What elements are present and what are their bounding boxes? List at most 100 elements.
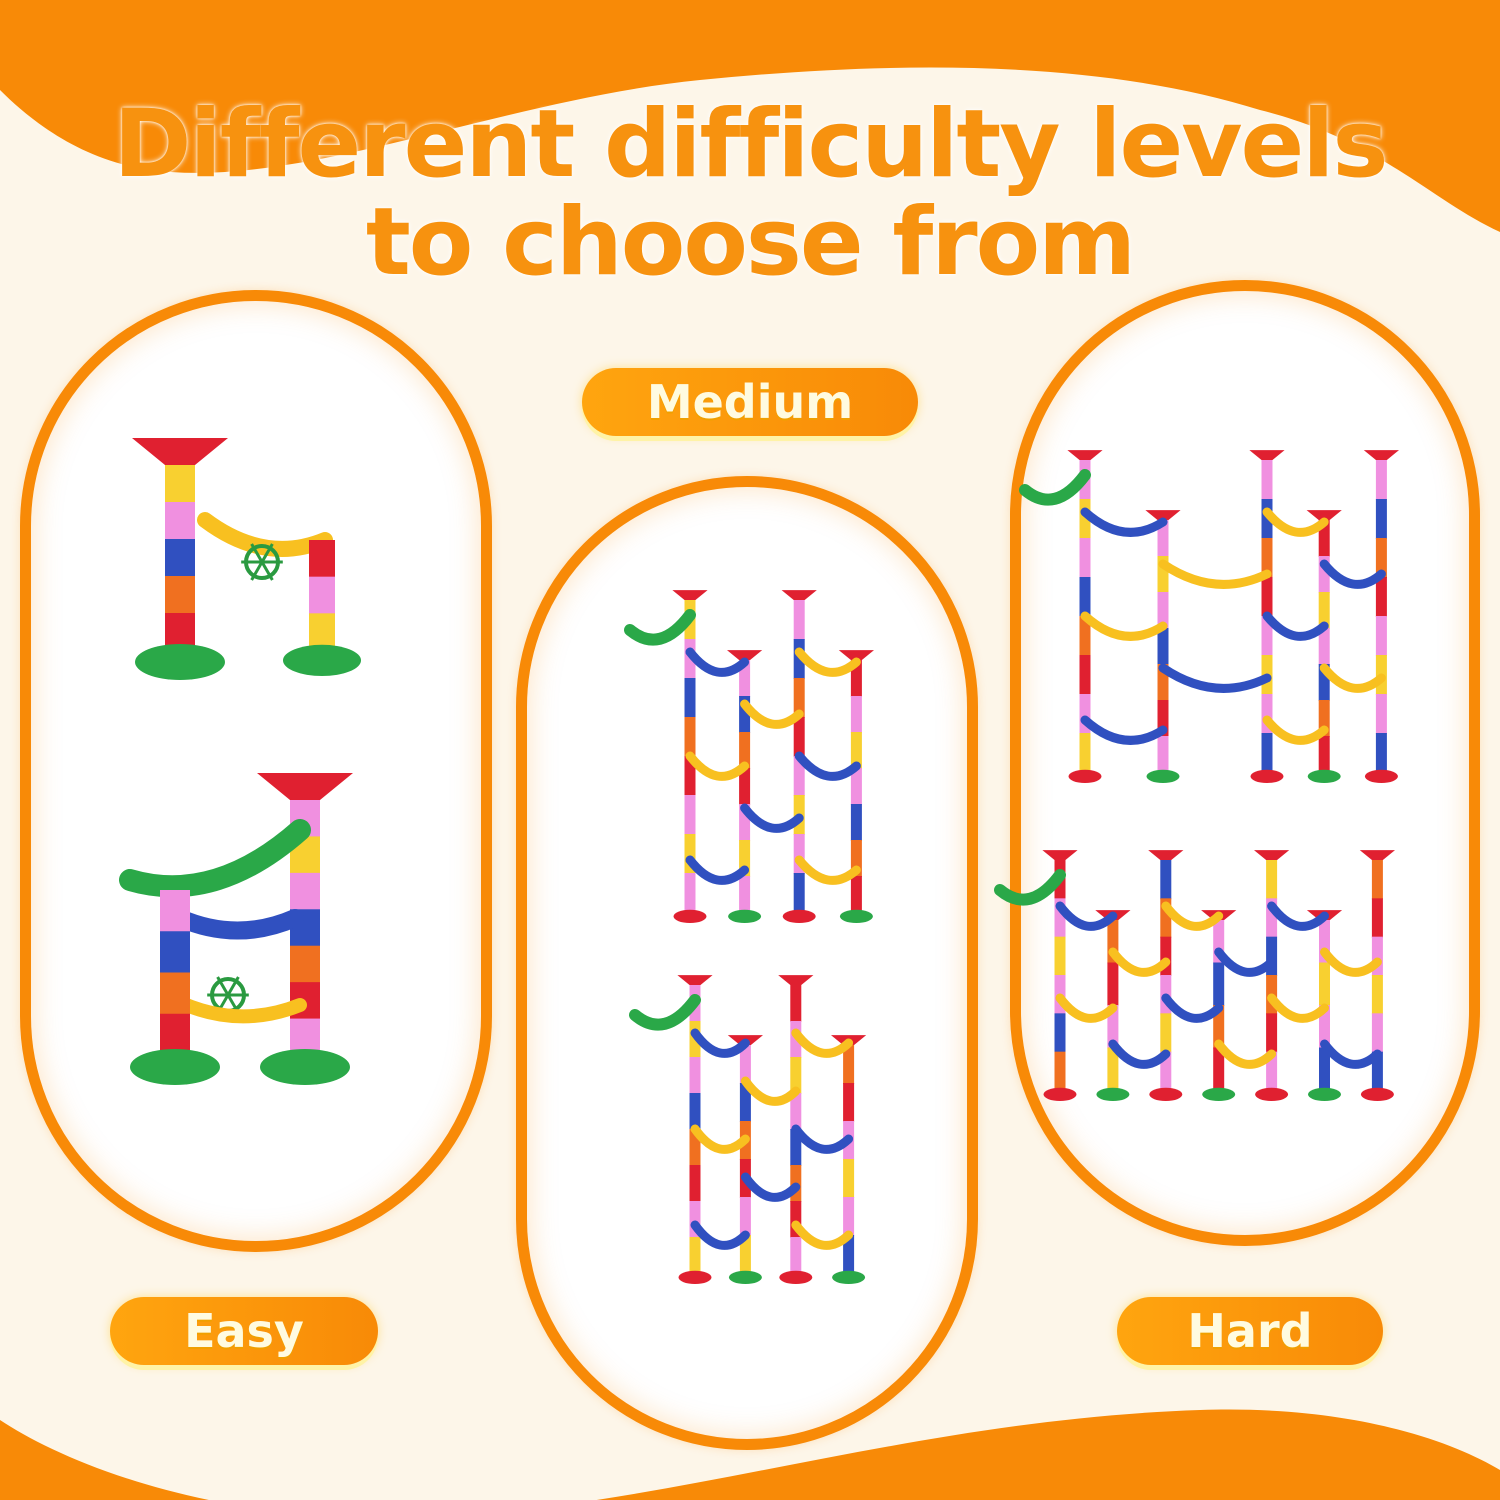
tube-segment <box>1107 1005 1119 1049</box>
track-piece <box>1267 901 1329 931</box>
tower-base <box>135 644 225 680</box>
tube-segment <box>790 1129 802 1166</box>
track-piece <box>791 1028 854 1058</box>
track-piece <box>1158 663 1272 693</box>
tube-segment <box>1079 538 1091 578</box>
funnel <box>1363 450 1399 460</box>
tube-segment <box>739 1045 751 1084</box>
tube-segment <box>1371 1013 1383 1053</box>
tube-segment <box>689 1057 701 1094</box>
track-piece <box>1319 663 1386 693</box>
funnel <box>1306 510 1342 520</box>
track-piece <box>1262 507 1329 537</box>
tube-segment <box>684 795 696 835</box>
tube-segment <box>1261 538 1273 578</box>
track-piece <box>740 1076 801 1106</box>
tower-base <box>832 1270 866 1284</box>
tube-segment <box>739 1197 751 1236</box>
tube-segment <box>1079 694 1091 734</box>
tube-segment <box>1261 733 1273 773</box>
tube-segment <box>684 873 696 913</box>
tower-base <box>1146 769 1180 784</box>
tube-segment <box>1318 628 1330 665</box>
tube-segment <box>1054 1013 1066 1053</box>
title-line-2: to choose from <box>365 188 1136 297</box>
tube-segment <box>1318 520 1330 557</box>
track-piece <box>994 869 1066 906</box>
tower-base <box>1364 769 1398 784</box>
tower-base <box>728 909 762 924</box>
tube-segment <box>843 1083 855 1122</box>
tube-segment <box>793 717 805 757</box>
tube-segment <box>739 1083 751 1122</box>
funnel <box>727 650 763 660</box>
track-piece <box>1262 611 1329 641</box>
tube-segment <box>689 1129 701 1166</box>
tube-segment <box>290 945 320 984</box>
track-piece <box>794 855 861 885</box>
tube-segment <box>1266 936 1278 976</box>
tube-segment <box>843 1197 855 1236</box>
tube-segment <box>843 1045 855 1084</box>
tube-segment <box>165 576 195 614</box>
tower-base <box>1255 1087 1289 1101</box>
track-piece <box>791 1220 854 1250</box>
tower-base <box>260 1049 350 1085</box>
tube-segment <box>850 768 862 805</box>
tube-segment <box>850 732 862 769</box>
tower-base <box>839 909 873 924</box>
track-piece <box>1320 1039 1382 1069</box>
tube-segment <box>1157 520 1169 557</box>
tube-segment <box>1375 616 1387 656</box>
track-piece <box>740 1172 801 1202</box>
tube-segment <box>1266 1051 1278 1091</box>
tube-segment <box>290 872 320 911</box>
track-piece <box>1055 901 1118 931</box>
tube-segment <box>1371 898 1383 938</box>
track-piece <box>791 1124 854 1154</box>
tube-segment <box>1318 556 1330 593</box>
tube-segment <box>793 639 805 679</box>
tube-segment <box>1261 616 1273 656</box>
tube-segment <box>1079 499 1091 539</box>
tube-segment <box>1079 577 1091 617</box>
tube-segment <box>739 876 751 913</box>
tube-segment <box>1318 592 1330 629</box>
tube-segment <box>684 678 696 718</box>
tower-base <box>1308 1087 1341 1101</box>
tube-segment <box>790 985 802 1022</box>
track-piece <box>1161 993 1224 1023</box>
tube-segment <box>1261 577 1273 617</box>
tube-segment <box>790 1201 802 1238</box>
track-piece <box>624 609 696 646</box>
tower-base <box>1360 1087 1394 1101</box>
tube-segment <box>850 876 862 913</box>
tube-segment <box>689 1237 701 1274</box>
track-piece <box>1158 559 1272 589</box>
tube-segment <box>739 840 751 877</box>
tube-segment <box>689 1165 701 1202</box>
tube-segment <box>1157 736 1169 773</box>
tower-base <box>1096 1087 1130 1101</box>
tube-segment <box>739 732 751 769</box>
tube-segment <box>1261 499 1273 539</box>
tube-segment <box>1266 1013 1278 1053</box>
tube-segment <box>1371 975 1383 1015</box>
track-piece <box>1080 507 1168 537</box>
tube-segment <box>790 1057 802 1094</box>
tube-segment <box>1375 538 1387 578</box>
tube-segment <box>850 696 862 733</box>
tube-segment <box>1054 936 1066 976</box>
medium-label: Medium <box>582 368 918 436</box>
tube-segment <box>739 768 751 805</box>
tube-segment <box>1157 628 1169 665</box>
funnel <box>1145 510 1181 520</box>
easy-label: Easy <box>110 1297 378 1365</box>
tube-segment <box>1266 898 1278 938</box>
tube-segment <box>160 972 190 1015</box>
tube-segment <box>739 804 751 841</box>
tube-segment <box>790 1093 802 1130</box>
tower-base <box>782 909 816 924</box>
track-piece <box>685 751 750 781</box>
